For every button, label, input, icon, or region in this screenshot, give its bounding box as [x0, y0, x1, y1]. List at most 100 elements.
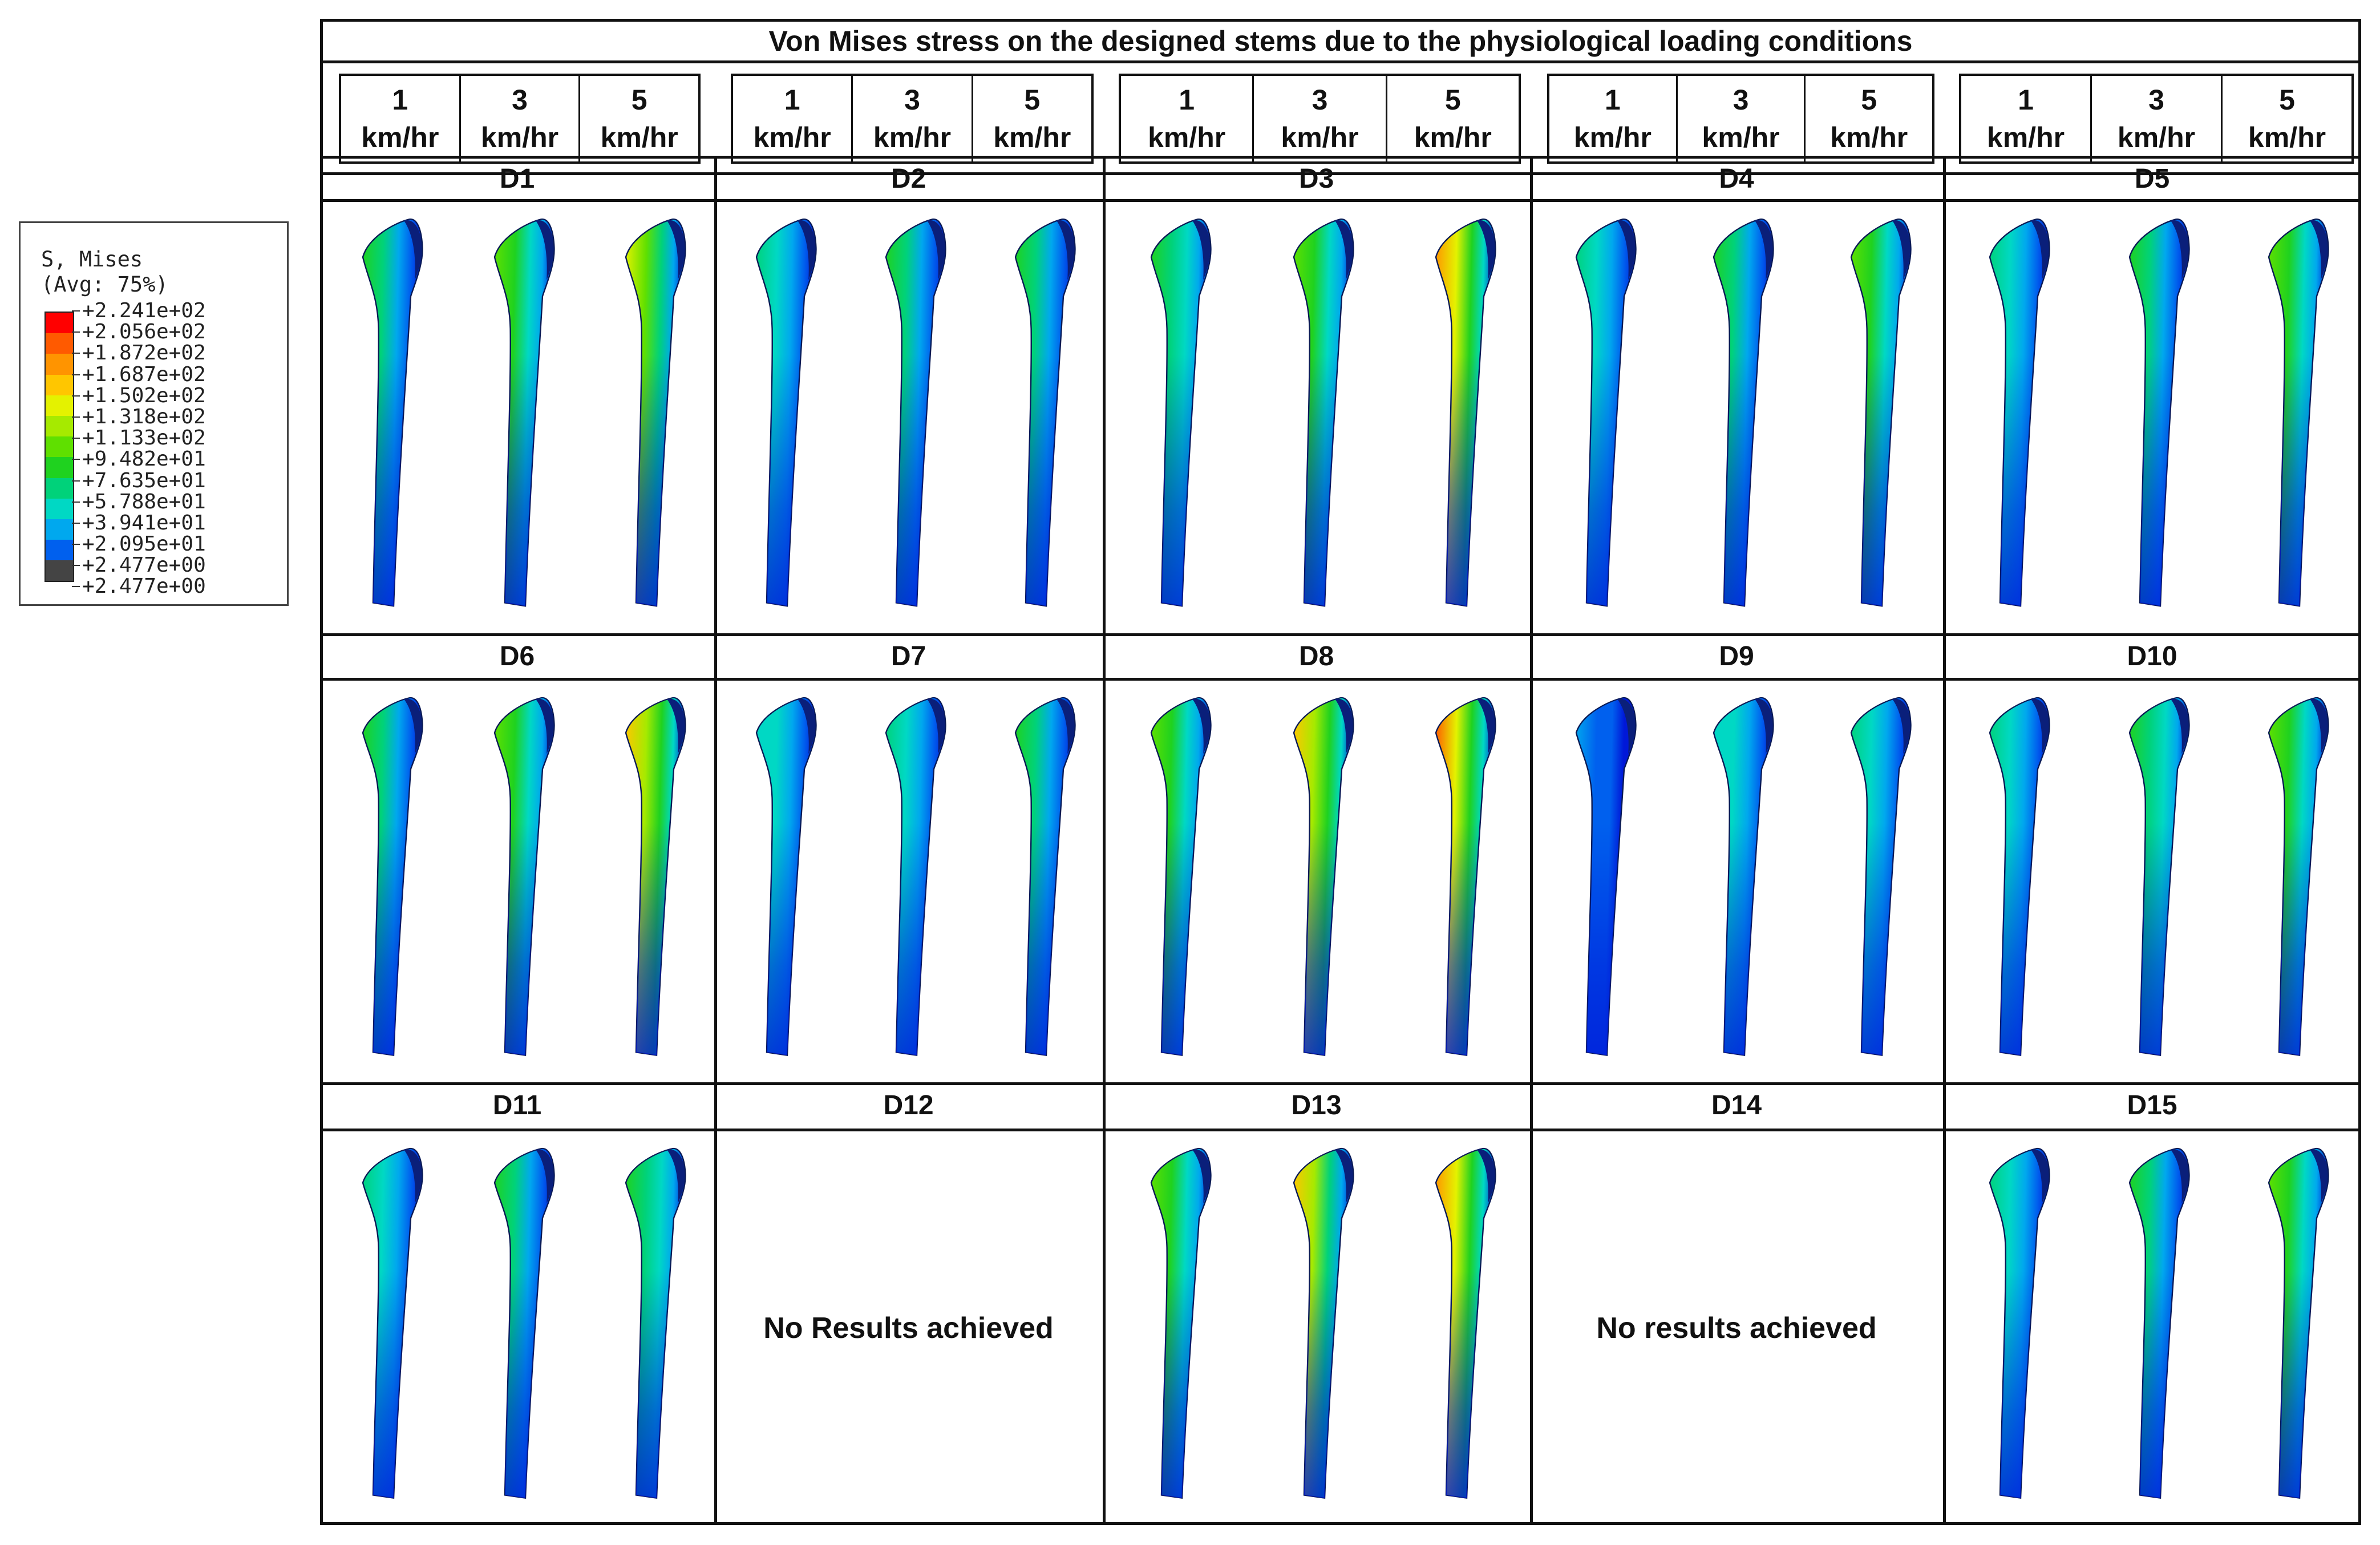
stem-stress-plot [1989, 219, 2050, 607]
stem-shading [1436, 219, 1496, 606]
stem-neck [1477, 1149, 1495, 1204]
legend-label: +1.133e+02 [72, 426, 206, 450]
stem-shading [2268, 219, 2329, 606]
stem-stress-plot [493, 219, 555, 607]
legend-swatch [46, 519, 73, 540]
stem-neck [1477, 220, 1495, 280]
stem-stress-plot [493, 1148, 555, 1499]
grid-line [320, 1522, 2361, 1525]
stress-legend: S, Mises (Avg: 75%) +2.241e+02 +2.056e+02… [19, 221, 289, 606]
stem-stress-plot [1435, 219, 1496, 607]
stem-neck [2031, 220, 2049, 280]
stem-shading [885, 219, 945, 606]
speed-header-cell: 5 km/hr [1806, 76, 1932, 161]
stem-shading [1851, 697, 1911, 1055]
stem-shading [1436, 1148, 1496, 1498]
grid-line [1530, 156, 1533, 1525]
grid-line [320, 199, 2361, 202]
speed-group: 1 km/hr 3 km/hr 5 km/hr [339, 74, 701, 164]
stem-neck [2170, 1149, 2188, 1204]
speed-header-row: 1 km/hr 3 km/hr 5 km/hr 1 km/hr 3 km/hr 5 km/hr 1 km/… [320, 63, 2361, 175]
stem-neck [2170, 220, 2188, 280]
grid-line [320, 156, 323, 1525]
stem-shading [2129, 697, 2189, 1055]
legend-swatch [46, 540, 73, 561]
legend-title: S, Mises (Avg: 75%) [41, 247, 168, 297]
stem-stress-plot [1851, 219, 1912, 607]
stem-stress-plot [1713, 697, 1774, 1056]
stem-stress-plot [1150, 219, 1212, 607]
stem-neck [1334, 1149, 1353, 1204]
speed-header-cell: 3 km/hr [1678, 76, 1806, 161]
speed-header-cell: 5 km/hr [580, 76, 698, 161]
speed-group: 1 km/hr 3 km/hr 5 km/hr [1547, 74, 1934, 164]
stem-stress-plot [1989, 1148, 2050, 1499]
stem-shading [885, 697, 945, 1055]
stem-shading [494, 219, 554, 606]
grid-line [320, 678, 2361, 681]
grid-line [714, 156, 717, 1525]
grid-line [320, 1082, 2361, 1085]
design-label: D1 [499, 163, 535, 194]
stem-neck [926, 698, 945, 754]
design-label: D8 [1298, 641, 1334, 672]
stem-stress-plot [1575, 219, 1637, 607]
stem-shading [1576, 219, 1636, 606]
stem-stress-plot [362, 697, 423, 1056]
legend-label: +1.872e+02 [72, 341, 206, 365]
grid-line [2358, 156, 2361, 1525]
legend-title-line2: (Avg: 75%) [41, 272, 168, 297]
speed-group: 1 km/hr 3 km/hr 5 km/hr [731, 74, 1094, 164]
stem-shading [363, 697, 423, 1055]
legend-label: +3.941e+01 [72, 511, 206, 535]
legend-swatch [46, 560, 73, 581]
speed-unit: km/hr [1986, 122, 2065, 153]
stem-neck [1477, 698, 1495, 754]
grid-line [320, 1129, 2361, 1131]
stem-stress-plot [1713, 219, 1774, 607]
stem-shading [756, 219, 816, 606]
design-label: D13 [1291, 1090, 1342, 1121]
legend-label: +2.477e+00 [72, 575, 206, 598]
stem-shading [2268, 697, 2329, 1055]
legend-label: +9.482e+01 [72, 447, 206, 471]
speed-value: 5 [1444, 84, 1461, 116]
stem-neck [1892, 698, 1911, 754]
stem-shading [2129, 1148, 2189, 1498]
speed-header-cell: 5 km/hr [2223, 76, 2351, 161]
stem-neck [1617, 220, 1636, 280]
legend-labels: +2.241e+02 +2.056e+02 +1.872e+02 +1.687e+02… [72, 300, 206, 598]
stem-stress-plot [625, 1148, 686, 1499]
stem-stress-plot [1435, 1148, 1496, 1499]
stem-stress-plot [2128, 697, 2190, 1056]
stem-neck [1334, 220, 1353, 280]
stem-neck [1056, 698, 1074, 754]
legend-swatch [46, 313, 73, 334]
stem-neck [1192, 1149, 1211, 1204]
design-label: D5 [2134, 163, 2170, 194]
stem-neck [1192, 698, 1211, 754]
stem-stress-plot [1989, 697, 2050, 1056]
stem-shading [1990, 697, 2050, 1055]
stem-shading [1151, 219, 1211, 606]
speed-unit: km/hr [1281, 122, 1359, 153]
speed-value: 1 [1604, 84, 1621, 116]
design-label: D12 [883, 1090, 934, 1121]
stem-stress-plot [1293, 697, 1354, 1056]
stem-stress-plot [755, 697, 817, 1056]
legend-swatch [46, 457, 73, 478]
speed-value: 1 [1179, 84, 1195, 116]
stem-stress-plot [885, 697, 946, 1056]
legend-label: +1.318e+02 [72, 405, 206, 428]
stem-shading [1151, 1148, 1211, 1498]
stem-stress-plot [1014, 697, 1076, 1056]
stem-stress-plot [1150, 697, 1212, 1056]
design-label: D14 [1711, 1090, 1762, 1121]
stem-shading [1293, 219, 1353, 606]
speed-value: 3 [1312, 84, 1328, 116]
legend-label: +2.095e+01 [72, 532, 206, 556]
stem-neck [1334, 698, 1353, 754]
speed-value: 3 [904, 84, 920, 116]
stem-neck [1755, 220, 1773, 280]
stem-stress-plot [493, 697, 555, 1056]
